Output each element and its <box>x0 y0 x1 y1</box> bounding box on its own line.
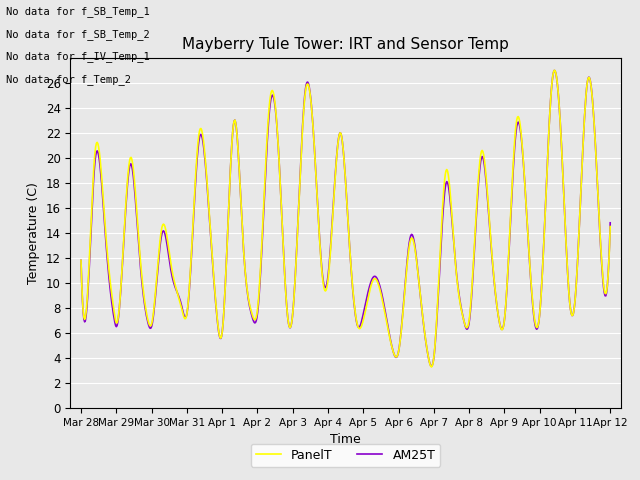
Line: AM25T: AM25T <box>81 71 610 366</box>
AM25T <box>426 358 433 364</box>
PanelT <box>141 301 149 307</box>
AM25T <box>606 220 614 226</box>
Y-axis label: Temperature (C): Temperature (C) <box>27 182 40 284</box>
AM25T <box>428 363 435 369</box>
AM25T <box>410 236 417 242</box>
Text: No data for f_SB_Temp_1: No data for f_SB_Temp_1 <box>6 6 150 17</box>
PanelT <box>86 230 94 236</box>
Legend: PanelT, AM25T: PanelT, AM25T <box>251 444 440 467</box>
AM25T <box>141 304 149 310</box>
Text: No data for f_Temp_2: No data for f_Temp_2 <box>6 74 131 85</box>
Line: PanelT: PanelT <box>81 71 610 367</box>
Text: No data for f_SB_Temp_2: No data for f_SB_Temp_2 <box>6 29 150 40</box>
AM25T <box>550 68 558 73</box>
PanelT <box>410 239 417 245</box>
AM25T <box>223 251 230 257</box>
X-axis label: Time: Time <box>330 433 361 446</box>
PanelT <box>77 257 85 263</box>
PanelT <box>426 358 433 364</box>
AM25T <box>195 139 203 145</box>
Title: Mayberry Tule Tower: IRT and Sensor Temp: Mayberry Tule Tower: IRT and Sensor Temp <box>182 37 509 52</box>
PanelT <box>428 364 435 370</box>
AM25T <box>77 257 85 263</box>
PanelT <box>223 251 230 257</box>
PanelT <box>550 68 558 73</box>
PanelT <box>195 132 203 138</box>
Text: No data for f_IV_Temp_1: No data for f_IV_Temp_1 <box>6 51 150 62</box>
AM25T <box>86 237 94 243</box>
PanelT <box>606 224 614 229</box>
